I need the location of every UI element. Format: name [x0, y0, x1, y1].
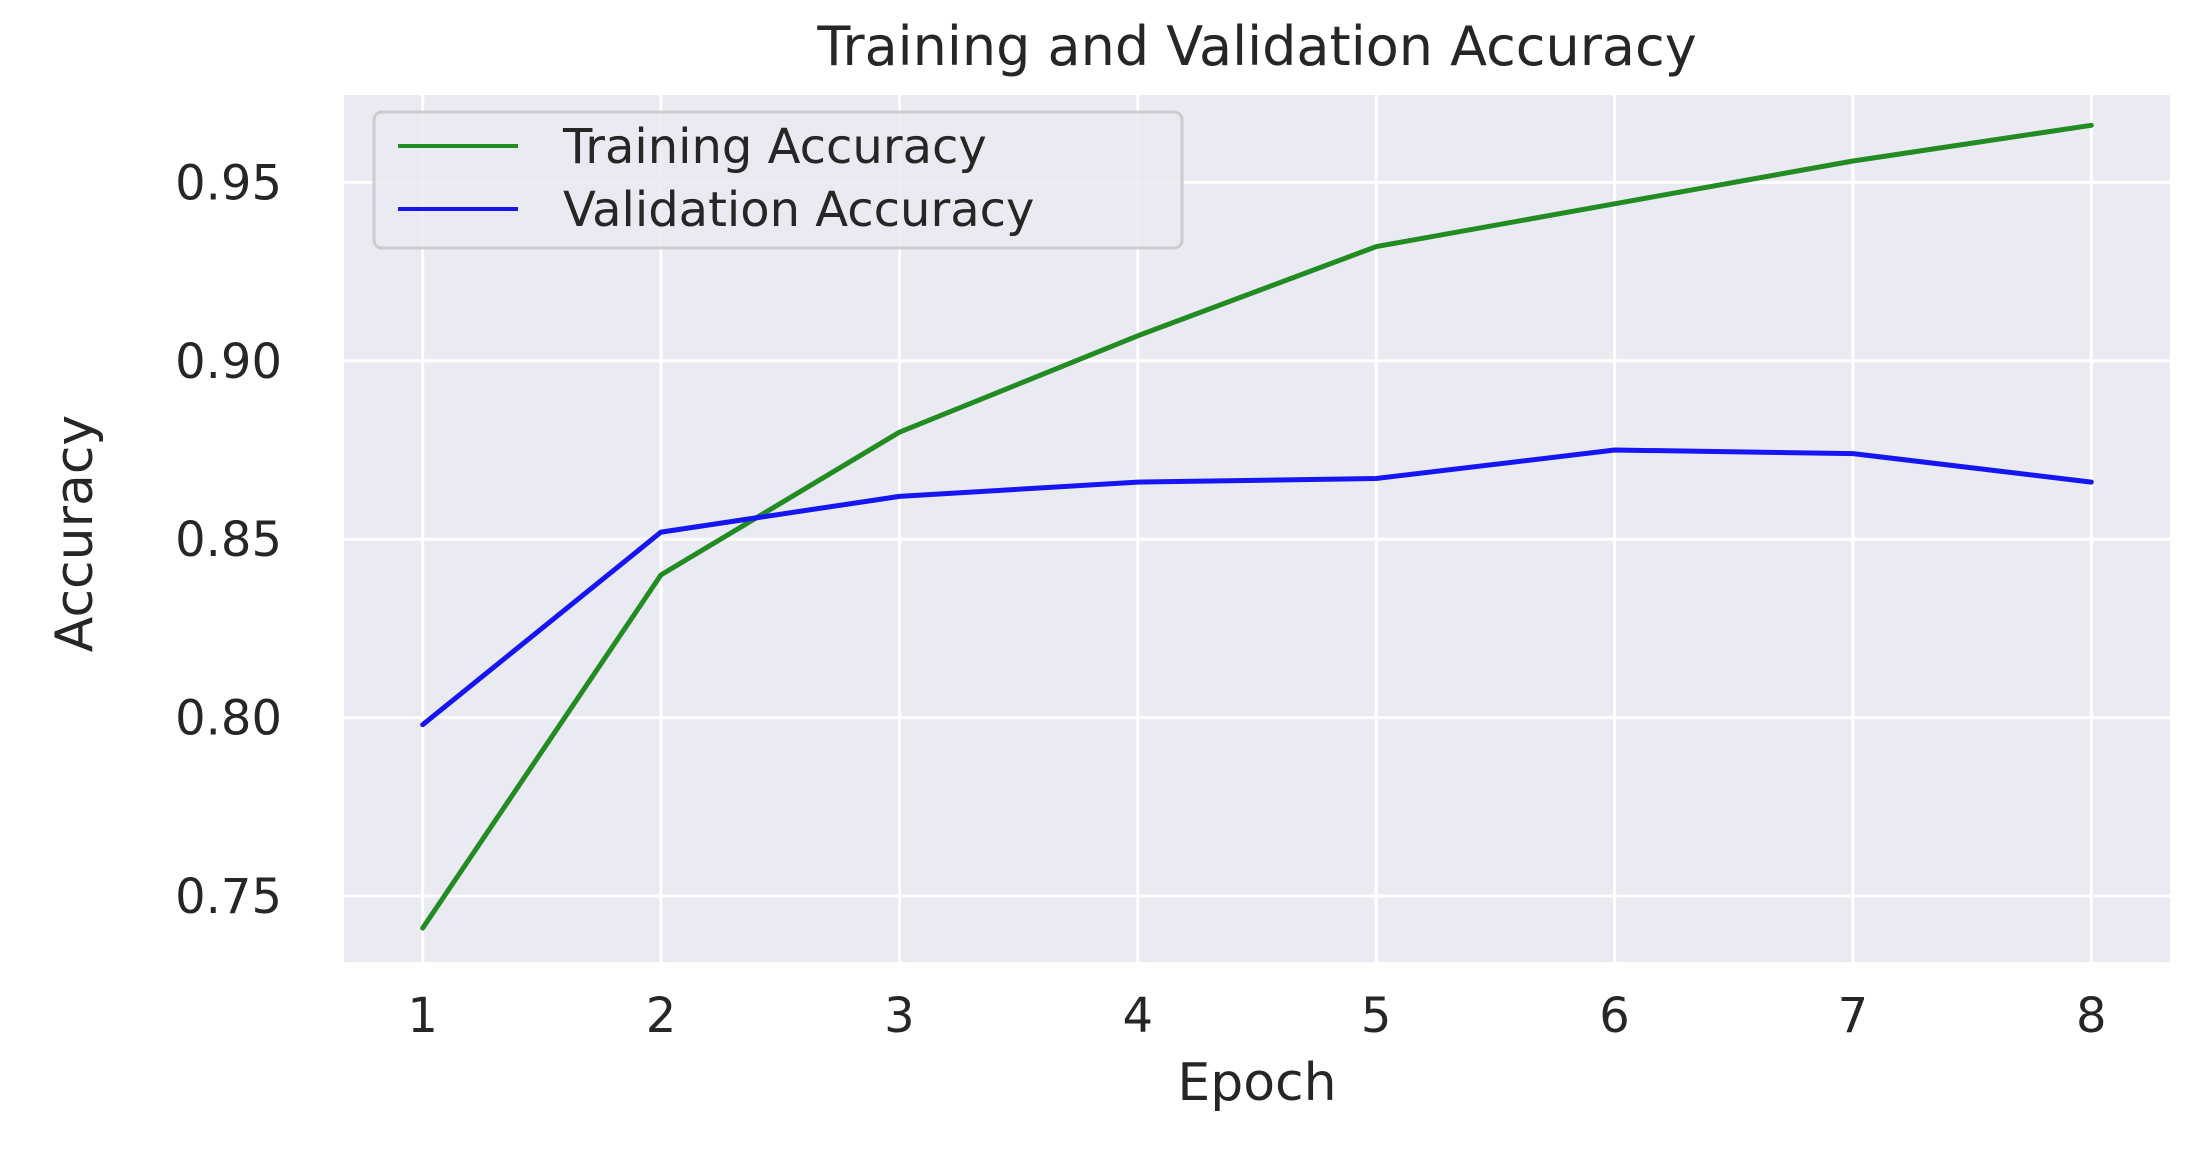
series-layer: [420, 122, 2094, 931]
y-tick-label: 0.85: [175, 512, 282, 568]
y-tick-label: 0.80: [175, 691, 282, 747]
validation-accuracy-line: [420, 447, 2094, 728]
x-tick-label: 3: [884, 988, 915, 1044]
x-tick-label: 7: [1838, 988, 1869, 1044]
x-tick-label: 4: [1123, 988, 1154, 1044]
legend-label-validation: Validation Accuracy: [563, 182, 1034, 238]
y-tick-label: 0.90: [175, 334, 282, 390]
x-axis-label: Epoch: [1177, 1053, 1336, 1113]
training-accuracy-line: [420, 122, 2094, 931]
x-tick-label: 2: [646, 988, 677, 1044]
y-tick-label: 0.95: [175, 155, 282, 211]
chart-title: Training and Validation Accuracy: [816, 15, 1696, 78]
x-tick-label: 1: [407, 988, 438, 1044]
x-tick-label: 6: [1599, 988, 1630, 1044]
legend-label-training: Training Accuracy: [562, 119, 987, 175]
tick-labels: 1 2 3 4 5 6 7 8 0.75 0.80 0.85 0.90 0.95: [175, 155, 2106, 1044]
y-axis-label: Accuracy: [45, 415, 105, 652]
legend-box: [372, 110, 1184, 250]
legend: Training Accuracy Validation Accuracy: [372, 110, 1184, 250]
y-tick-label: 0.75: [175, 869, 282, 925]
x-tick-label: 5: [1361, 988, 1392, 1044]
x-tick-label: 8: [2076, 988, 2107, 1044]
